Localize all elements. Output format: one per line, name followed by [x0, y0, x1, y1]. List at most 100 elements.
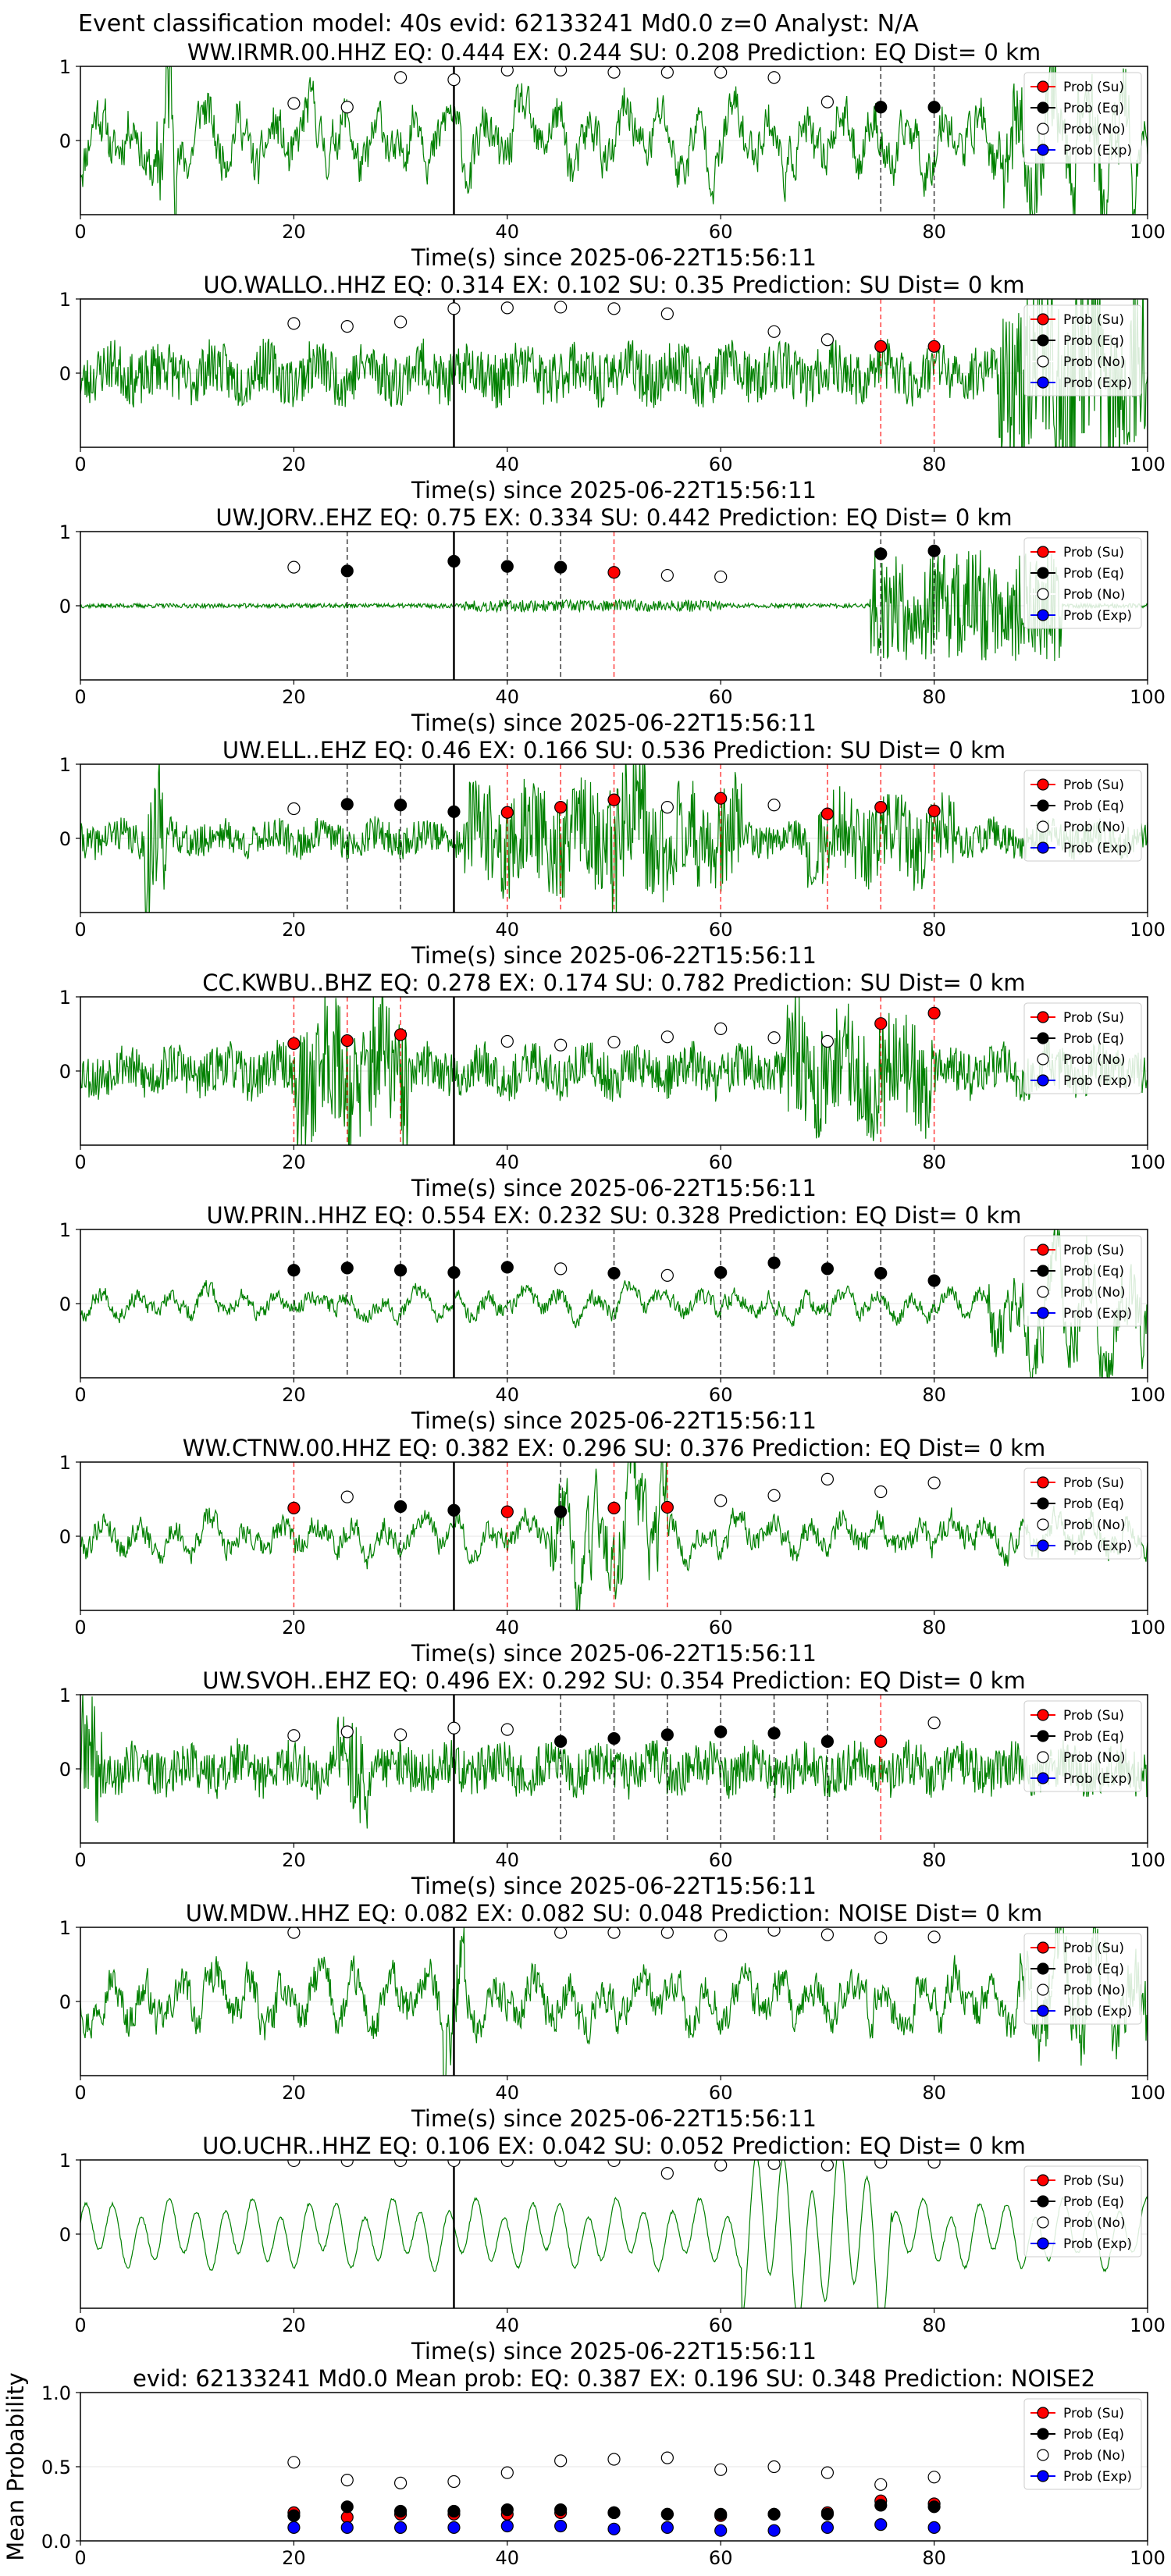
y-tick-label: 1 [59, 1685, 71, 1706]
prob-point-eq [607, 1731, 621, 1745]
mean-prob-point-no [607, 2453, 621, 2466]
legend-label: Prob (Eq) [1063, 1729, 1124, 1745]
prob-point-su [874, 800, 888, 814]
prob-point-su [500, 806, 514, 819]
legend: Prob (Su) Prob (Eq) Prob (No) Prob (Exp) [1023, 770, 1142, 862]
x-tick-label: 0 [74, 1151, 86, 1173]
legend-marker-exp [1037, 2237, 1049, 2250]
prob-point-eq [874, 1266, 888, 1280]
legend: Prob (Su) Prob (Eq) Prob (No) Prob (Exp) [1023, 1002, 1142, 1094]
mean-prob-point-exp [820, 2521, 835, 2534]
prob-point-eq [714, 1265, 728, 1279]
prob-point-no [607, 1035, 621, 1049]
x-tick-label: 100 [1130, 919, 1166, 941]
mean-prob-point-no [714, 2463, 728, 2476]
y-tick-label: 0 [59, 1526, 71, 1548]
x-tick-label: 100 [1130, 454, 1166, 475]
legend-label: Prob (Exp) [1063, 1306, 1132, 1322]
mean-prob-point-exp [393, 2521, 408, 2534]
legend-marker-eq [1037, 1730, 1049, 1742]
x-tick-label: 0 [74, 454, 86, 475]
prob-point-no [287, 2160, 301, 2168]
y-tick-label: 1 [59, 289, 71, 311]
legend-box [1023, 1235, 1142, 1327]
prob-point-no [340, 320, 354, 333]
prob-point-eq [820, 1735, 835, 1748]
x-tick-label: 80 [922, 1849, 946, 1871]
prob-point-eq [393, 1264, 408, 1277]
legend: Prob (Su) Prob (Eq) Prob (No) Prob (Exp) [1023, 72, 1142, 164]
prob-point-no [767, 325, 781, 338]
x-tick-label: 40 [496, 919, 520, 941]
y-tick-label: 0 [59, 130, 71, 152]
x-tick-label: 20 [282, 919, 306, 941]
x-tick-label: 80 [922, 221, 946, 243]
prob-point-su [500, 1505, 514, 1518]
prob-point-su [927, 804, 941, 817]
prob-point-no [287, 802, 301, 816]
x-tick-label: 80 [922, 2547, 946, 2569]
x-axis-label: Time(s) since 2025-06-22T15:56:11 [411, 1175, 817, 1201]
prob-point-no [927, 1930, 941, 1944]
legend: Prob (Su) Prob (Eq) Prob (No) Prob (Exp) [1023, 1700, 1142, 1792]
x-tick-label: 0 [74, 2314, 86, 2336]
legend-label: Prob (Su) [1063, 80, 1124, 95]
prob-point-su [927, 1006, 941, 1020]
prob-point-eq [340, 564, 354, 578]
panel-10: UO.UCHR..HHZ EQ: 0.106 EX: 0.042 SU: 0.0… [59, 2133, 1166, 2364]
prob-point-no [874, 1485, 888, 1499]
legend-label: Prob (Su) [1063, 1010, 1124, 1026]
legend-marker-no [1037, 1751, 1049, 1763]
legend: Prob (Su) Prob (Eq) Prob (No) Prob (Exp) [1023, 537, 1142, 629]
legend-marker-su [1037, 1011, 1049, 1023]
prob-point-eq [820, 1262, 835, 1276]
mean-prob-point-no [660, 2451, 674, 2464]
prob-point-no [393, 1728, 408, 1742]
legend-marker-eq [1037, 1265, 1049, 1277]
legend-marker-eq [1037, 1497, 1049, 1510]
legend-label: Prob (Eq) [1063, 1031, 1124, 1047]
x-tick-label: 100 [1130, 686, 1166, 708]
prob-point-no [447, 73, 461, 87]
legend-box [1023, 72, 1142, 164]
legend-label: Prob (Exp) [1063, 2236, 1132, 2252]
legend-marker-su [1037, 1476, 1049, 1489]
legend-marker-su [1037, 80, 1049, 93]
legend-marker-exp [1037, 2470, 1049, 2482]
mean-prob-point-no [393, 2476, 408, 2489]
legend: Prob (Su) Prob (Eq) Prob (No) Prob (Exp) [1023, 2165, 1142, 2258]
prob-point-eq [500, 1261, 514, 1274]
x-tick-label: 20 [282, 1384, 306, 1406]
panel-9: UW.MDW..HHZ EQ: 0.082 EX: 0.082 SU: 0.04… [59, 1900, 1166, 2132]
prob-point-no [500, 301, 514, 315]
legend-label: Prob (No) [1063, 587, 1126, 603]
x-tick-label: 60 [709, 454, 733, 475]
legend-marker-exp [1037, 1307, 1049, 1319]
prob-point-su [340, 1034, 354, 1048]
mean-prob-point-exp [607, 2522, 621, 2535]
legend-box [1023, 2165, 1142, 2258]
prob-point-no [767, 2160, 781, 2170]
prob-point-no [287, 560, 301, 574]
legend-marker-no [1037, 820, 1049, 833]
x-tick-label: 100 [1130, 1849, 1166, 1871]
prob-point-no [340, 101, 354, 114]
prob-point-eq [554, 1735, 568, 1748]
x-tick-label: 80 [922, 1617, 946, 1638]
prob-point-no [607, 66, 621, 79]
panel-title: UO.UCHR..HHZ EQ: 0.106 EX: 0.042 SU: 0.0… [202, 2133, 1026, 2159]
mean-prob-point-exp [340, 2521, 354, 2534]
y-tick-label: 0.5 [41, 2457, 71, 2478]
legend-label: Prob (Eq) [1063, 1962, 1124, 1977]
panel-4: UW.ELL..EHZ EQ: 0.46 EX: 0.166 SU: 0.536… [59, 737, 1166, 969]
legend-label: Prob (Su) [1063, 545, 1124, 560]
plot-area [80, 66, 1148, 215]
prob-point-no [554, 1927, 568, 1939]
legend-marker-no [1037, 355, 1049, 368]
x-axis-label: Time(s) since 2025-06-22T15:56:11 [411, 710, 817, 736]
prob-point-eq [767, 1256, 781, 1269]
prob-point-no [660, 66, 674, 79]
mean-prob-point-no [447, 2475, 461, 2489]
y-tick-label: 1 [59, 754, 71, 776]
x-tick-label: 100 [1130, 1617, 1166, 1638]
